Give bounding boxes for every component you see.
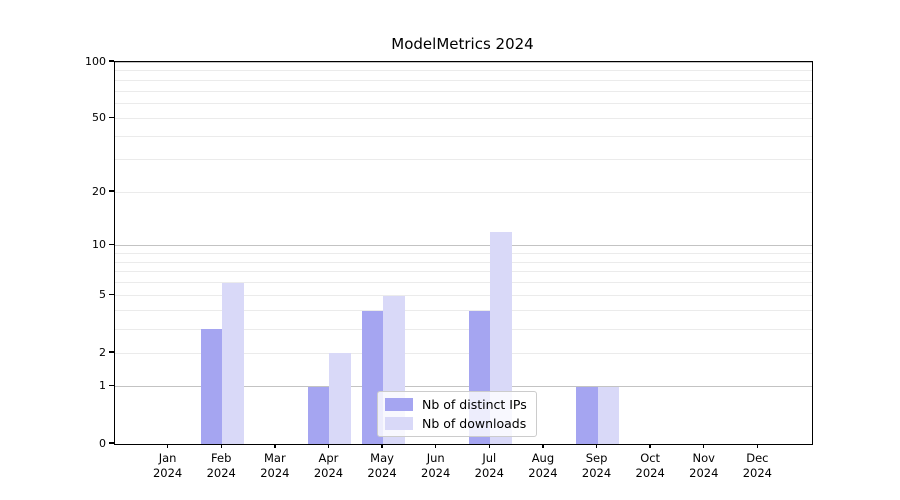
- x-tick-mark: [274, 444, 276, 448]
- x-tick-mark: [542, 444, 544, 448]
- y-tick-label: 1: [99, 379, 106, 393]
- y-tick-mark: [109, 442, 114, 444]
- gridline-major: [115, 245, 812, 247]
- y-tick-label: 50: [92, 111, 106, 125]
- x-tick-mark: [220, 444, 222, 448]
- legend-item-downloads: Nb of downloads: [385, 416, 527, 431]
- gridline-minor: [115, 295, 812, 297]
- y-tick-label: 5: [99, 288, 106, 302]
- x-tick-mark: [649, 444, 651, 448]
- bar-downloads-feb: [222, 282, 244, 444]
- x-tick-label-may: May 2024: [367, 451, 397, 480]
- y-tick-label: 100: [85, 54, 106, 68]
- gridline-minor: [115, 191, 812, 193]
- legend-label-distinct-ips: Nb of distinct IPs: [422, 397, 527, 412]
- y-tick-mark: [109, 190, 114, 192]
- x-tick-label-feb: Feb 2024: [206, 451, 236, 480]
- gridline-minor: [115, 271, 812, 273]
- x-tick-label-jun: Jun 2024: [421, 451, 451, 480]
- bar-distinct-ips-apr: [308, 386, 330, 444]
- gridline-minor: [115, 103, 812, 105]
- x-tick-mark: [327, 444, 330, 448]
- plot-area: [114, 61, 813, 445]
- x-tick-mark: [381, 444, 383, 448]
- x-tick-label-mar: Mar 2024: [260, 451, 290, 480]
- gridline-minor: [115, 282, 812, 284]
- y-tick-label: 10: [92, 238, 106, 252]
- x-tick-label-apr: Apr 2024: [313, 451, 344, 480]
- x-tick-mark: [434, 444, 437, 448]
- y-tick-mark: [109, 243, 114, 246]
- gridline-minor: [115, 252, 812, 254]
- x-tick-label-jan: Jan 2024: [152, 451, 183, 480]
- bar-distinct-ips-sep: [576, 386, 598, 444]
- y-tick-mark: [109, 116, 114, 119]
- legend: Nb of distinct IPs Nb of downloads: [377, 391, 537, 437]
- bar-distinct-ips-feb: [200, 329, 223, 444]
- x-tick-label-sep: Sep 2024: [581, 451, 612, 480]
- x-tick-mark: [488, 444, 490, 448]
- y-tick-label: 20: [92, 184, 106, 198]
- x-tick-mark: [595, 444, 598, 448]
- x-tick-label-oct: Oct 2024: [635, 451, 665, 480]
- y-tick-mark: [109, 351, 114, 353]
- gridline-minor: [115, 328, 812, 330]
- chart-title: ModelMetrics 2024: [391, 35, 534, 53]
- bar-downloads-jul: [490, 231, 512, 444]
- y-tick-label: 2: [99, 345, 106, 359]
- x-tick-mark: [703, 444, 705, 448]
- y-tick-mark: [109, 60, 114, 62]
- gridline-minor: [115, 90, 812, 92]
- gridline-minor: [115, 261, 812, 263]
- gridline-major: [115, 61, 812, 63]
- legend-swatch-downloads: [385, 417, 413, 430]
- gridline-minor: [115, 310, 812, 312]
- legend-swatch-distinct-ips: [385, 398, 413, 411]
- y-tick-label: 0: [99, 436, 106, 450]
- y-tick-mark: [109, 384, 114, 387]
- x-tick-label-aug: Aug 2024: [528, 451, 558, 480]
- legend-item-distinct-ips: Nb of distinct IPs: [385, 397, 527, 412]
- gridline-minor: [115, 352, 812, 354]
- x-tick-mark: [166, 444, 169, 448]
- legend-label-downloads: Nb of downloads: [422, 416, 527, 431]
- gridline-minor: [115, 70, 812, 72]
- gridline-minor: [115, 118, 812, 120]
- gridline-minor: [115, 159, 812, 161]
- x-tick-mark: [756, 444, 759, 448]
- gridline-minor: [115, 79, 812, 81]
- bar-downloads-apr: [329, 353, 351, 444]
- x-tick-label-jul: Jul 2024: [474, 451, 504, 480]
- x-tick-label-nov: Nov 2024: [689, 451, 719, 480]
- gridline-minor: [115, 136, 812, 138]
- bar-downloads-sep: [597, 386, 619, 444]
- y-tick-mark: [109, 293, 114, 296]
- gridline-major: [115, 386, 812, 388]
- x-tick-label-dec: Dec 2024: [742, 451, 773, 480]
